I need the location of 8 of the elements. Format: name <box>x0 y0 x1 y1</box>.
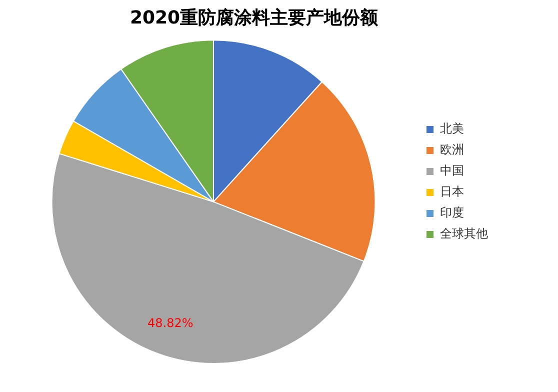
legend-label: 日本 <box>440 184 464 199</box>
data-label: 48.82% <box>147 316 194 330</box>
chart-title: 2020重防腐涂料主要产地份额 <box>130 7 380 28</box>
legend-label: 全球其他 <box>440 226 488 241</box>
legend-label: 北美 <box>440 122 464 136</box>
legend-label: 印度 <box>440 206 464 220</box>
legend-label: 欧洲 <box>440 142 464 157</box>
legend-label: 中国 <box>440 164 464 178</box>
